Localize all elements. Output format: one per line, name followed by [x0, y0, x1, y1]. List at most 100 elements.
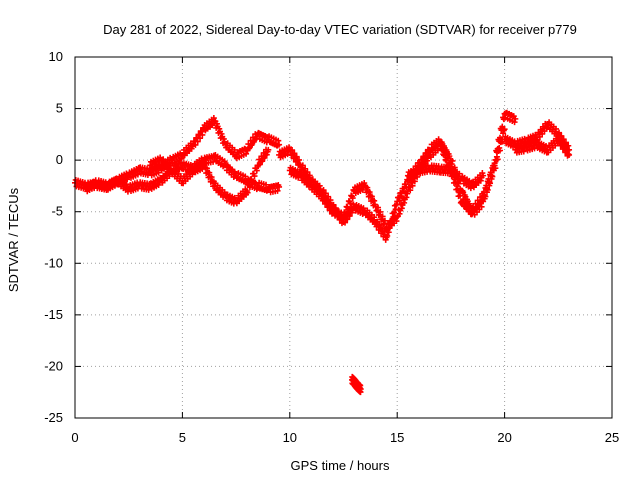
- axis-ticks: 0 5 10 15 20 25 -25 -20 -15 -10 -5 0 5 10: [44, 49, 619, 445]
- trail-point: [393, 218, 400, 225]
- trail-point: [299, 162, 306, 169]
- trail-point: [371, 201, 378, 208]
- trail-point: [302, 165, 309, 172]
- trail-point: [384, 232, 391, 239]
- x-axis-title: GPS time / hours: [291, 458, 390, 473]
- trail-point: [275, 182, 282, 189]
- trail-point: [357, 389, 364, 396]
- y-tick-label: -25: [44, 410, 63, 425]
- trail-point: [304, 169, 311, 176]
- trail-point: [482, 193, 489, 200]
- trail-point: [361, 179, 368, 186]
- trail-point: [436, 141, 443, 148]
- trail-point: [157, 154, 164, 161]
- trail-point: [274, 187, 281, 194]
- trail-point: [494, 156, 501, 163]
- trail-point: [244, 189, 251, 196]
- trail-point: [345, 206, 352, 213]
- trail-point: [452, 179, 459, 186]
- y-tick-label: -10: [44, 255, 63, 270]
- data-points: [72, 109, 573, 396]
- x-tick-label: 5: [179, 430, 186, 445]
- trail-point: [286, 144, 293, 151]
- trail-point: [221, 158, 228, 165]
- trail-point: [409, 182, 416, 189]
- trail-point: [189, 143, 196, 150]
- trail-point: [306, 172, 313, 179]
- trail-point: [496, 147, 503, 154]
- x-tick-label: 0: [71, 430, 78, 445]
- trail-point: [381, 217, 388, 224]
- trail-point: [320, 186, 327, 193]
- trail-point: [192, 141, 199, 148]
- trail-point: [246, 184, 253, 191]
- trail-point: [197, 135, 204, 142]
- trail-point: [478, 203, 485, 210]
- trail-point: [371, 214, 378, 221]
- trail-point: [249, 178, 256, 185]
- trail-point: [347, 200, 354, 207]
- trail-point: [563, 145, 570, 152]
- trail-point: [454, 185, 461, 192]
- chart-title: Day 281 of 2022, Sidereal Day-to-day VTE…: [103, 22, 577, 37]
- trail-point: [467, 185, 474, 192]
- trail-point: [296, 169, 303, 176]
- trail-point: [511, 119, 518, 126]
- trail-point: [242, 173, 249, 180]
- trail-point: [263, 181, 270, 188]
- trail-point: [296, 161, 303, 168]
- trail-point: [375, 204, 382, 211]
- trail-point: [487, 180, 494, 187]
- trail-point: [456, 170, 463, 177]
- trail-point: [552, 125, 559, 132]
- trail-point: [556, 135, 563, 142]
- trail-point: [253, 180, 260, 187]
- trail-point: [264, 148, 271, 155]
- y-tick-label: 5: [56, 101, 63, 116]
- trail-point: [382, 236, 389, 243]
- trail-point: [559, 138, 566, 145]
- trail-point: [561, 142, 568, 149]
- trail-point: [210, 115, 217, 122]
- trail-point: [396, 197, 403, 204]
- trail-point: [424, 155, 431, 162]
- y-tick-label: 10: [49, 49, 63, 64]
- x-tick-label: 20: [497, 430, 511, 445]
- trail-point: [342, 211, 349, 218]
- trail-point: [194, 138, 201, 145]
- trail-point: [317, 188, 324, 195]
- trail-point: [439, 143, 446, 150]
- y-axis-title: SDTVAR / TECUs: [6, 187, 21, 292]
- trail-point: [264, 187, 271, 194]
- trail-point: [565, 151, 572, 158]
- x-tick-label: 15: [390, 430, 404, 445]
- plot-frame: [74, 56, 613, 419]
- y-tick-label: -20: [44, 358, 63, 373]
- y-tick-label: -5: [51, 204, 63, 219]
- trail-point: [349, 195, 356, 202]
- trail-point: [510, 113, 517, 120]
- trail-point: [484, 186, 491, 193]
- trail-point: [339, 213, 346, 220]
- trail-point: [489, 173, 496, 180]
- trail-point: [444, 154, 451, 161]
- trail-point: [500, 127, 507, 134]
- trail-point: [253, 133, 260, 140]
- trail-point: [134, 171, 141, 178]
- trail-point: [221, 138, 228, 145]
- trail-point: [457, 192, 464, 199]
- trail-point: [243, 150, 250, 157]
- trail-point: [231, 146, 238, 153]
- trail-point: [199, 131, 206, 138]
- trail-point: [377, 208, 384, 215]
- x-tick-label: 25: [605, 430, 619, 445]
- trail-point: [253, 167, 260, 174]
- x-tick-label: 10: [283, 430, 297, 445]
- trail-point: [379, 213, 386, 220]
- trail-point: [251, 173, 258, 180]
- trail-point: [404, 190, 411, 197]
- grid: [75, 57, 612, 418]
- trail-point: [479, 170, 486, 177]
